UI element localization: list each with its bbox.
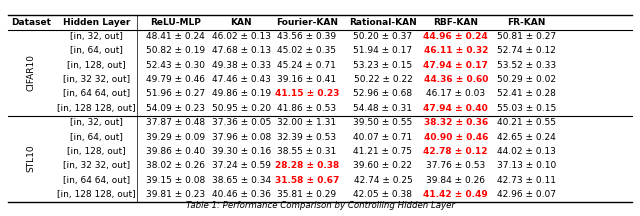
- Text: 51.96 ± 0.27: 51.96 ± 0.27: [146, 89, 205, 98]
- Text: 38.02 ± 0.26: 38.02 ± 0.26: [146, 161, 205, 170]
- Text: 38.32 ± 0.36: 38.32 ± 0.36: [424, 118, 488, 127]
- Text: 47.94 ± 0.17: 47.94 ± 0.17: [423, 61, 488, 70]
- Text: [in, 32, out]: [in, 32, out]: [70, 32, 124, 41]
- Text: [in, 32 32, out]: [in, 32 32, out]: [63, 75, 131, 84]
- Text: 52.74 ± 0.12: 52.74 ± 0.12: [497, 46, 556, 55]
- Text: 41.15 ± 0.23: 41.15 ± 0.23: [275, 89, 339, 98]
- Text: 39.84 ± 0.26: 39.84 ± 0.26: [426, 176, 485, 185]
- Text: Hidden Layer: Hidden Layer: [63, 17, 131, 27]
- Text: 41.42 ± 0.49: 41.42 ± 0.49: [423, 190, 488, 199]
- Text: 37.13 ± 0.10: 37.13 ± 0.10: [497, 161, 556, 170]
- Text: [in, 128 128, out]: [in, 128 128, out]: [58, 190, 136, 199]
- Text: 40.21 ± 0.55: 40.21 ± 0.55: [497, 118, 556, 127]
- Text: 47.68 ± 0.13: 47.68 ± 0.13: [212, 46, 271, 55]
- Text: STL10: STL10: [27, 145, 36, 173]
- Text: 51.94 ± 0.17: 51.94 ± 0.17: [353, 46, 412, 55]
- Text: 42.96 ± 0.07: 42.96 ± 0.07: [497, 190, 556, 199]
- Text: [in, 128 128, out]: [in, 128 128, out]: [58, 104, 136, 113]
- Text: 37.96 ± 0.08: 37.96 ± 0.08: [211, 133, 271, 142]
- Text: CIFAR10: CIFAR10: [27, 54, 36, 91]
- Text: 37.36 ± 0.05: 37.36 ± 0.05: [211, 118, 271, 127]
- Text: Table 1: Performance Comparison by Controlling Hidden Layer: Table 1: Performance Comparison by Contr…: [186, 201, 454, 210]
- Text: Dataset: Dataset: [12, 17, 51, 27]
- Text: 28.28 ± 0.38: 28.28 ± 0.38: [275, 161, 339, 170]
- Text: 50.22 ± 0.22: 50.22 ± 0.22: [353, 75, 412, 84]
- Text: 32.00 ± 1.31: 32.00 ± 1.31: [277, 118, 337, 127]
- Text: 39.29 ± 0.09: 39.29 ± 0.09: [146, 133, 205, 142]
- Text: 42.05 ± 0.38: 42.05 ± 0.38: [353, 190, 412, 199]
- Text: [in, 32, out]: [in, 32, out]: [70, 118, 124, 127]
- Text: 46.17 ± 0.03: 46.17 ± 0.03: [426, 89, 485, 98]
- Text: ReLU-MLP: ReLU-MLP: [150, 17, 201, 27]
- Text: 46.02 ± 0.13: 46.02 ± 0.13: [212, 32, 271, 41]
- Text: 47.46 ± 0.43: 47.46 ± 0.43: [212, 75, 271, 84]
- Text: 40.07 ± 0.71: 40.07 ± 0.71: [353, 133, 412, 142]
- Text: 37.76 ± 0.53: 37.76 ± 0.53: [426, 161, 485, 170]
- Text: 48.41 ± 0.24: 48.41 ± 0.24: [146, 32, 205, 41]
- Text: Fourier-KAN: Fourier-KAN: [276, 17, 338, 27]
- Text: [in, 64, out]: [in, 64, out]: [70, 133, 124, 142]
- Text: 52.96 ± 0.68: 52.96 ± 0.68: [353, 89, 412, 98]
- Text: 53.52 ± 0.33: 53.52 ± 0.33: [497, 61, 556, 70]
- Text: 49.86 ± 0.19: 49.86 ± 0.19: [212, 89, 271, 98]
- Text: 32.39 ± 0.53: 32.39 ± 0.53: [277, 133, 337, 142]
- Text: 40.90 ± 0.46: 40.90 ± 0.46: [424, 133, 488, 142]
- Text: 45.02 ± 0.35: 45.02 ± 0.35: [277, 46, 337, 55]
- Text: 31.58 ± 0.67: 31.58 ± 0.67: [275, 176, 339, 185]
- Text: 35.81 ± 0.29: 35.81 ± 0.29: [277, 190, 337, 199]
- Text: 52.43 ± 0.30: 52.43 ± 0.30: [146, 61, 205, 70]
- Text: 42.78 ± 0.12: 42.78 ± 0.12: [424, 147, 488, 156]
- Text: 44.36 ± 0.60: 44.36 ± 0.60: [424, 75, 488, 84]
- Text: RBF-KAN: RBF-KAN: [433, 17, 478, 27]
- Text: 53.23 ± 0.15: 53.23 ± 0.15: [353, 61, 412, 70]
- Text: 49.38 ± 0.33: 49.38 ± 0.33: [212, 61, 271, 70]
- Text: FR-KAN: FR-KAN: [507, 17, 545, 27]
- Text: 50.82 ± 0.19: 50.82 ± 0.19: [146, 46, 205, 55]
- Text: 39.16 ± 0.41: 39.16 ± 0.41: [277, 75, 337, 84]
- Text: 45.24 ± 0.71: 45.24 ± 0.71: [278, 61, 337, 70]
- Text: [in, 32 32, out]: [in, 32 32, out]: [63, 161, 131, 170]
- Text: 42.74 ± 0.25: 42.74 ± 0.25: [353, 176, 412, 185]
- Text: 54.09 ± 0.23: 54.09 ± 0.23: [146, 104, 205, 113]
- Text: [in, 128, out]: [in, 128, out]: [67, 147, 126, 156]
- Text: 54.48 ± 0.31: 54.48 ± 0.31: [353, 104, 412, 113]
- Text: 50.95 ± 0.20: 50.95 ± 0.20: [212, 104, 271, 113]
- Text: [in, 128, out]: [in, 128, out]: [67, 61, 126, 70]
- Text: 39.81 ± 0.23: 39.81 ± 0.23: [146, 190, 205, 199]
- Text: 38.55 ± 0.31: 38.55 ± 0.31: [277, 147, 337, 156]
- Text: 39.15 ± 0.08: 39.15 ± 0.08: [146, 176, 205, 185]
- Text: [in, 64 64, out]: [in, 64 64, out]: [63, 176, 131, 185]
- Text: 37.24 ± 0.59: 37.24 ± 0.59: [212, 161, 271, 170]
- Text: [in, 64, out]: [in, 64, out]: [70, 46, 124, 55]
- Text: 38.65 ± 0.34: 38.65 ± 0.34: [212, 176, 271, 185]
- Text: 50.20 ± 0.37: 50.20 ± 0.37: [353, 32, 412, 41]
- Text: 40.46 ± 0.36: 40.46 ± 0.36: [212, 190, 271, 199]
- Text: 44.02 ± 0.13: 44.02 ± 0.13: [497, 147, 556, 156]
- Text: 44.96 ± 0.24: 44.96 ± 0.24: [423, 32, 488, 41]
- Text: 39.86 ± 0.40: 39.86 ± 0.40: [146, 147, 205, 156]
- Text: 46.11 ± 0.32: 46.11 ± 0.32: [424, 46, 488, 55]
- Text: 50.81 ± 0.27: 50.81 ± 0.27: [497, 32, 556, 41]
- Text: 41.86 ± 0.53: 41.86 ± 0.53: [277, 104, 337, 113]
- Text: KAN: KAN: [230, 17, 252, 27]
- Text: 49.79 ± 0.46: 49.79 ± 0.46: [146, 75, 205, 84]
- Text: 41.21 ± 0.75: 41.21 ± 0.75: [353, 147, 412, 156]
- Text: [in, 64 64, out]: [in, 64 64, out]: [63, 89, 131, 98]
- Text: 37.87 ± 0.48: 37.87 ± 0.48: [146, 118, 205, 127]
- Text: 47.94 ± 0.40: 47.94 ± 0.40: [423, 104, 488, 113]
- Text: 43.56 ± 0.39: 43.56 ± 0.39: [277, 32, 337, 41]
- Text: Rational-KAN: Rational-KAN: [349, 17, 417, 27]
- Text: 39.50 ± 0.55: 39.50 ± 0.55: [353, 118, 413, 127]
- Text: 50.29 ± 0.02: 50.29 ± 0.02: [497, 75, 556, 84]
- Text: 42.73 ± 0.11: 42.73 ± 0.11: [497, 176, 556, 185]
- Text: 55.03 ± 0.15: 55.03 ± 0.15: [497, 104, 556, 113]
- Text: 42.65 ± 0.24: 42.65 ± 0.24: [497, 133, 556, 142]
- Text: 39.60 ± 0.22: 39.60 ± 0.22: [353, 161, 412, 170]
- Text: 39.30 ± 0.16: 39.30 ± 0.16: [211, 147, 271, 156]
- Text: 52.41 ± 0.28: 52.41 ± 0.28: [497, 89, 556, 98]
